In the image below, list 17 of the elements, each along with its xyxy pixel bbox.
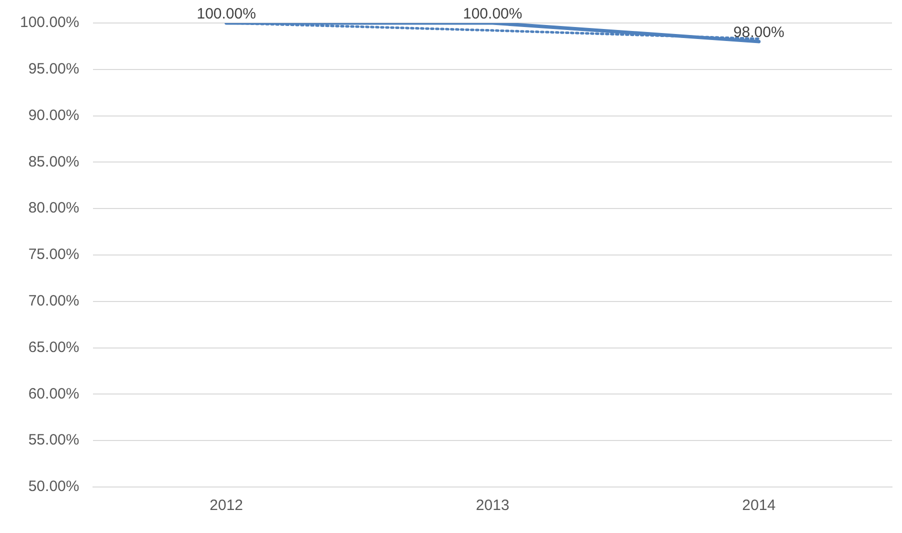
y-tick-label: 75.00%	[28, 246, 80, 264]
y-tick-label: 90.00%	[28, 106, 80, 124]
y-tick-label: 50.00%	[28, 478, 80, 496]
y-tick-label: 80.00%	[28, 200, 80, 217]
y-tick-label: 70.00%	[28, 292, 80, 310]
y-tick-label: 60.00%	[28, 385, 80, 402]
data-label: 98.00%	[733, 24, 784, 42]
y-tick-label: 100.00%	[20, 14, 80, 32]
y-tick-label: 65.00%	[28, 338, 80, 356]
x-tick-label: 2014	[742, 497, 776, 514]
x-tick-label: 2012	[210, 497, 244, 514]
y-tick-label: 85.00%	[28, 153, 80, 170]
x-tick-label: 2013	[476, 497, 510, 514]
data-label: 100.00%	[196, 6, 256, 23]
y-tick-label: 95.00%	[28, 60, 80, 78]
y-tick-label: 55.00%	[28, 432, 80, 449]
data-label: 100.00%	[463, 6, 522, 23]
